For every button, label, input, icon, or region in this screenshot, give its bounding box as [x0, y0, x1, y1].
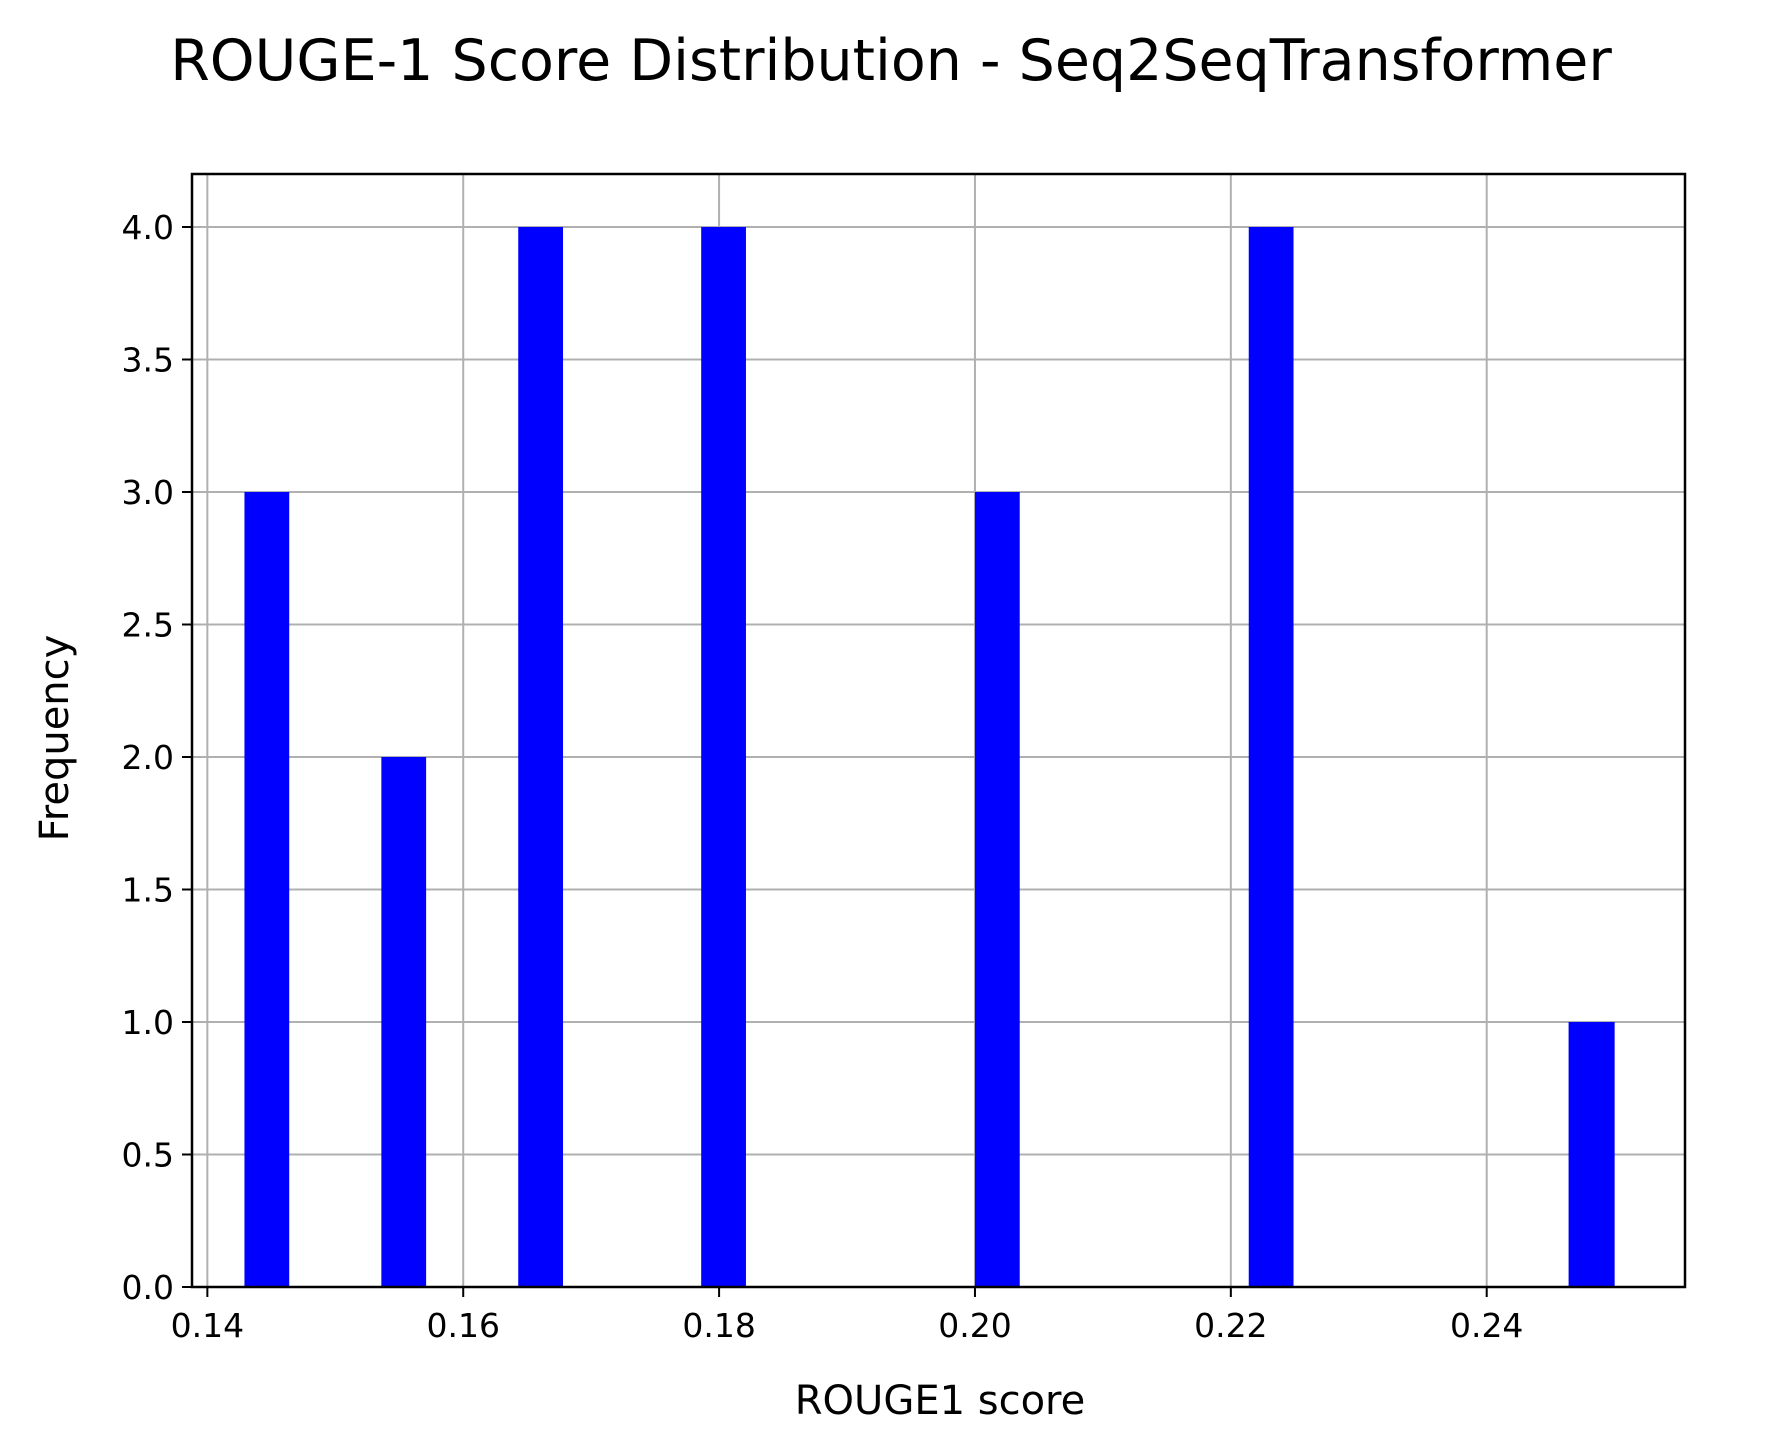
histogram-bar [1248, 227, 1294, 1287]
y-tick-label: 0.0 [122, 1268, 174, 1307]
x-tick-label: 0.20 [938, 1306, 1011, 1345]
y-tick-label: 3.0 [122, 473, 174, 512]
histogram-bar [974, 492, 1020, 1287]
histogram-bar [701, 227, 746, 1287]
histogram-bar [244, 492, 290, 1287]
x-tick-label: 0.18 [682, 1306, 755, 1345]
x-tick-label: 0.16 [426, 1306, 499, 1345]
y-axis-label: Frequency [32, 635, 78, 842]
y-tick-label: 3.5 [122, 341, 174, 380]
y-tick-label: 1.5 [122, 871, 174, 910]
x-tick-label: 0.24 [1450, 1306, 1523, 1345]
histogram-bar [1568, 1022, 1615, 1287]
x-tick-label: 0.22 [1194, 1306, 1267, 1345]
plot-frame [190, 172, 1687, 1289]
histogram-bar [381, 757, 427, 1287]
x-axis-ticks: 0.14 0.16 0.18 0.20 0.22 0.24 [171, 1287, 1523, 1345]
x-tick-label: 0.14 [171, 1306, 244, 1345]
y-tick-label: 4.0 [122, 208, 174, 247]
y-tick-label: 2.0 [122, 738, 174, 777]
y-tick-label: 0.5 [122, 1136, 174, 1175]
y-tick-label: 1.0 [122, 1003, 174, 1042]
x-axis-label: ROUGE1 score [795, 1378, 1085, 1424]
y-tick-label: 2.5 [122, 606, 174, 645]
chart-title: ROUGE-1 Score Distribution - Seq2SeqTran… [170, 28, 1612, 94]
histogram-bars [244, 227, 1615, 1287]
histogram-bar [518, 227, 564, 1287]
y-axis-ticks: 0.0 0.5 1.0 1.5 2.0 2.5 3.0 3.5 4.0 [122, 208, 192, 1307]
